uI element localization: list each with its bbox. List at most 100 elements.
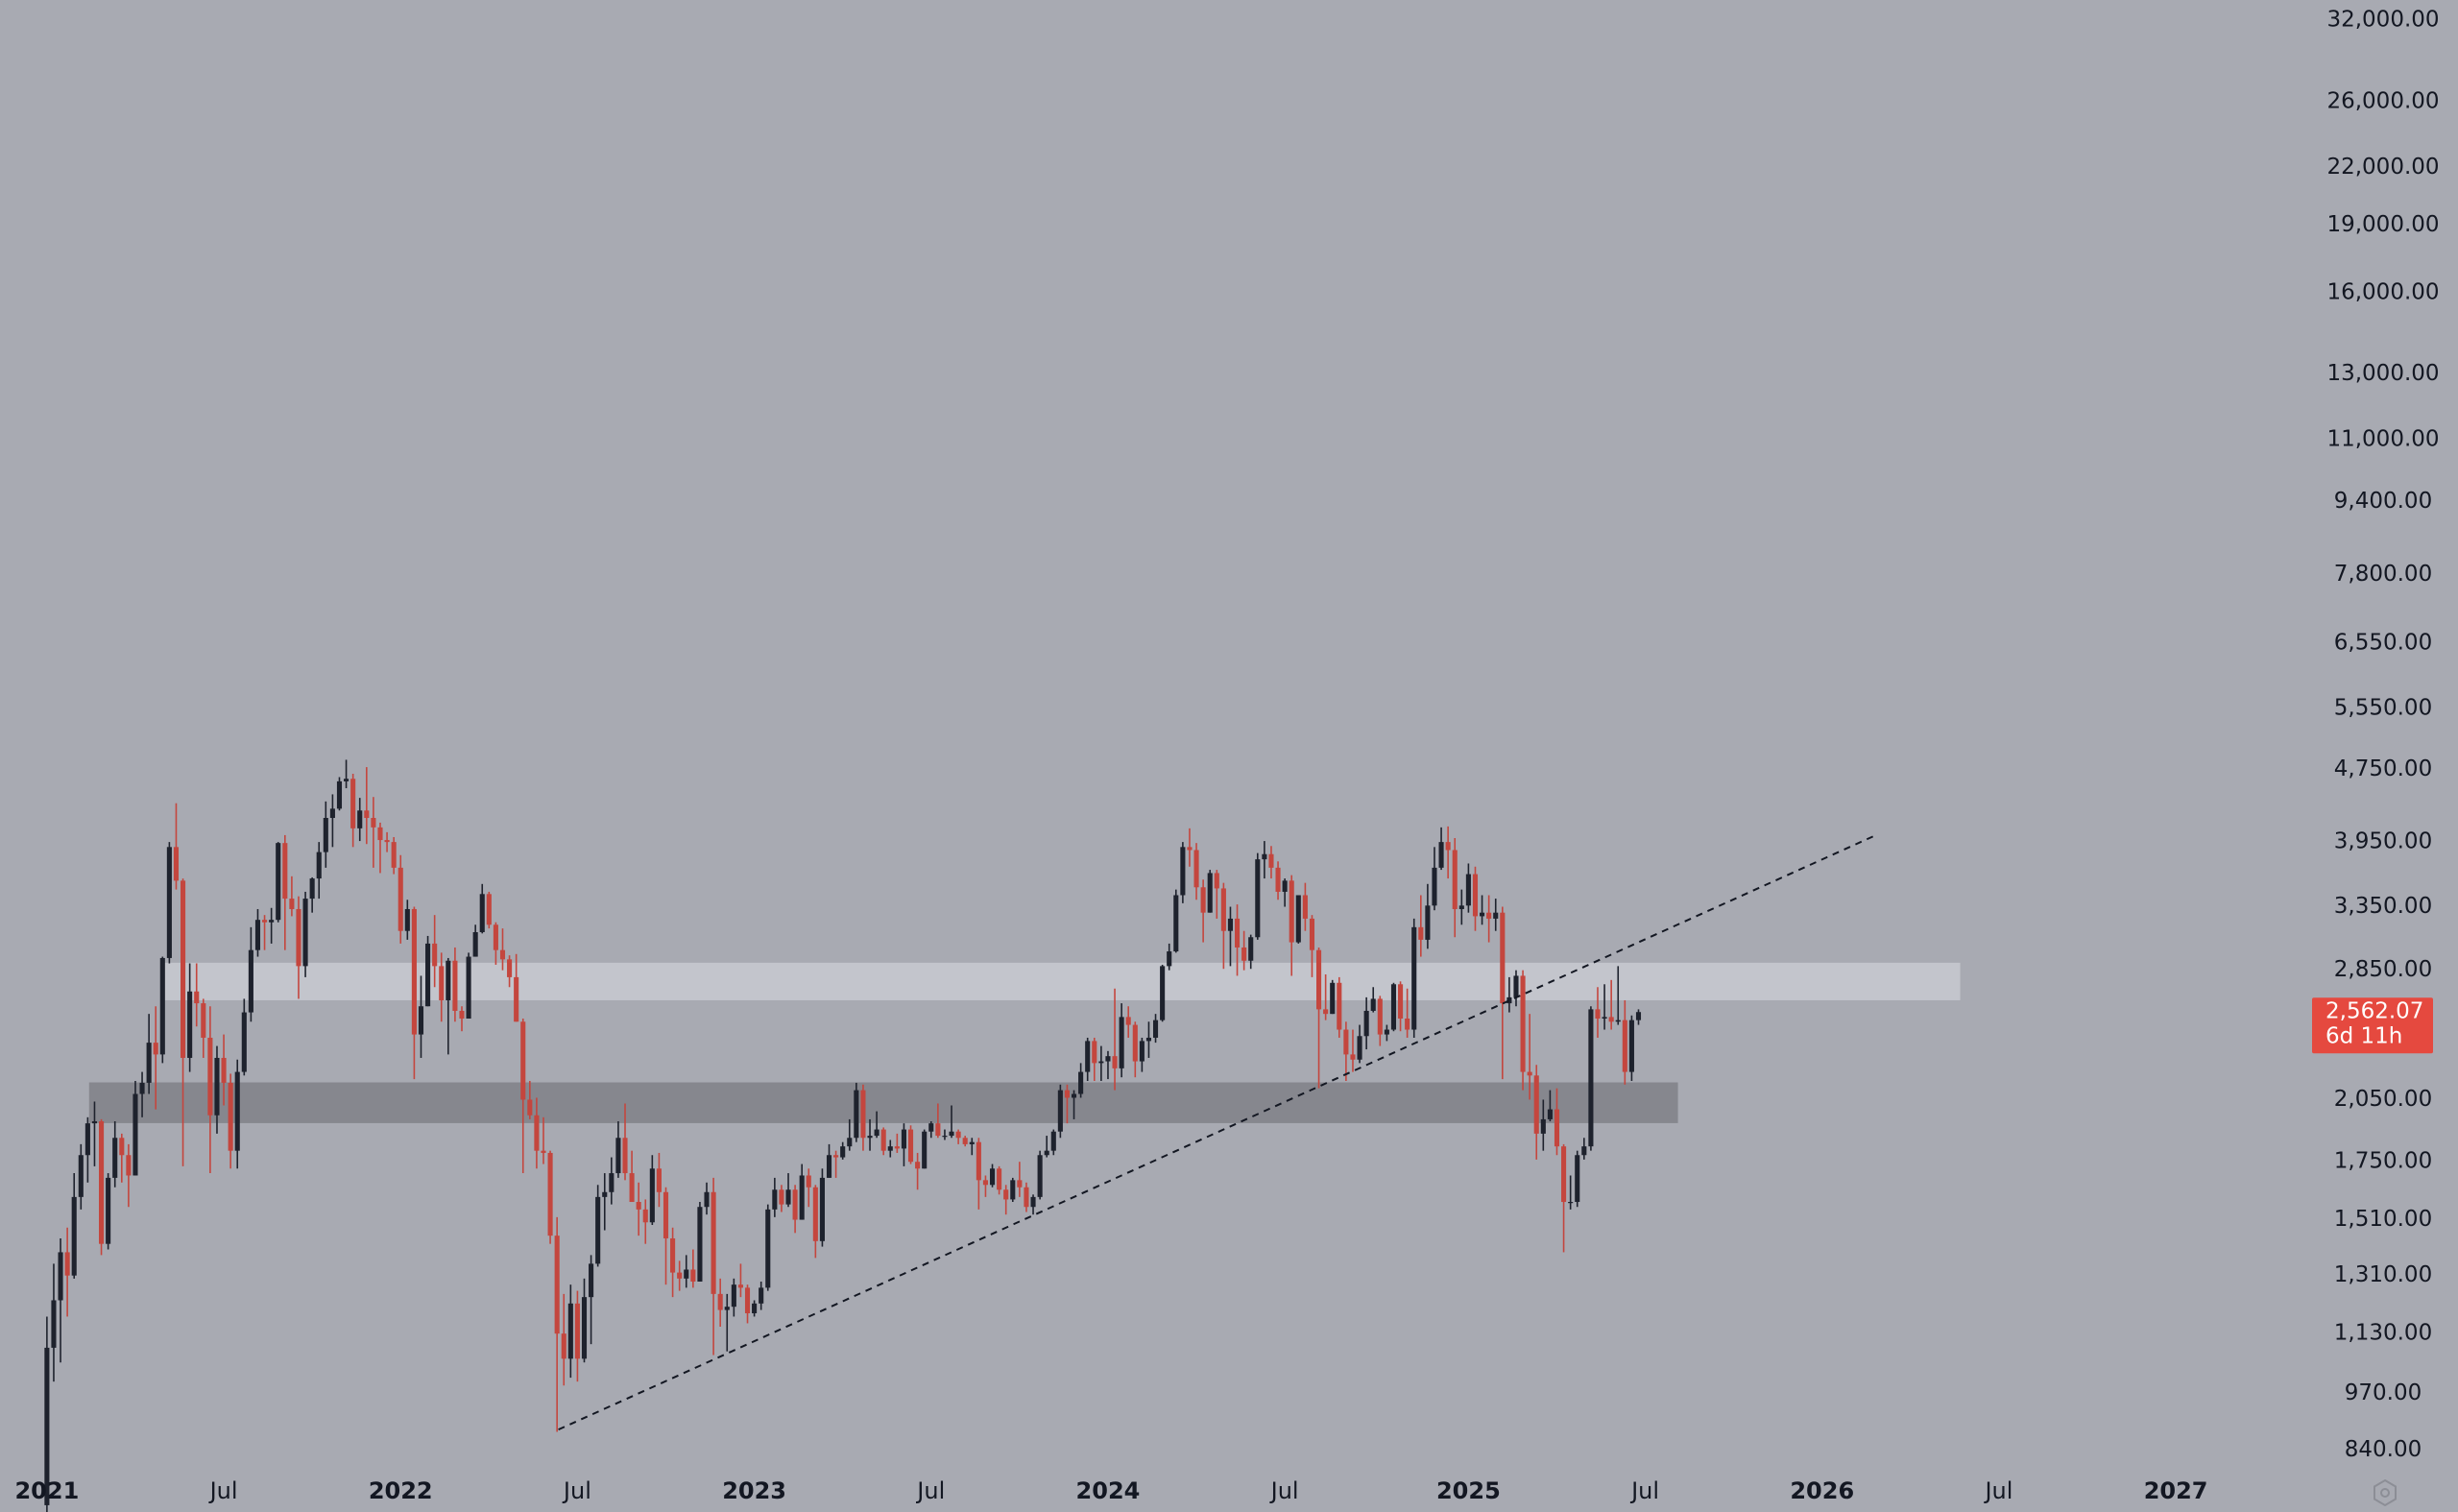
candle-body <box>452 960 458 1011</box>
settings-icon[interactable] <box>2374 1478 2397 1507</box>
candle-body <box>1337 982 1342 1030</box>
candle-body <box>282 843 288 900</box>
candle-body <box>534 1115 540 1151</box>
candles <box>44 759 1642 1512</box>
candle-body <box>589 1263 594 1298</box>
candle-body <box>567 1303 573 1359</box>
y-tick-label: 22,000.00 <box>2326 155 2439 180</box>
candle-body <box>711 1191 716 1294</box>
candle-body <box>1568 1202 1574 1204</box>
y-tick-label: 3,350.00 <box>2334 894 2432 919</box>
candle-body <box>479 894 485 933</box>
x-tick-label: 2022 <box>369 1477 433 1504</box>
candle-body <box>1527 1071 1532 1076</box>
candle-body <box>214 1057 220 1116</box>
candle-body <box>1316 949 1322 1010</box>
candle-body <box>194 991 200 1004</box>
candle-body <box>1173 895 1179 952</box>
candle-body <box>731 1284 736 1308</box>
x-tick-label: 2025 <box>1436 1477 1501 1504</box>
candle-body <box>527 1099 533 1116</box>
y-tick-label: 1,510.00 <box>2334 1207 2432 1232</box>
candle-body <box>1370 998 1376 1011</box>
candle-body <box>357 810 363 828</box>
candle-body <box>1282 880 1288 892</box>
candle-body <box>880 1129 886 1151</box>
candle-body <box>737 1284 743 1288</box>
x-tick-label: Jul <box>915 1477 945 1504</box>
candle-body <box>955 1131 961 1139</box>
candle-body <box>1363 1010 1369 1037</box>
candle-body <box>51 1300 57 1348</box>
candle-body <box>928 1123 934 1132</box>
candle-body <box>391 842 397 868</box>
candle-body <box>323 818 328 852</box>
candle-body <box>806 1175 811 1188</box>
candle-body <box>677 1272 683 1279</box>
zones <box>88 962 1961 1123</box>
candle-body <box>1390 984 1397 1030</box>
candle-body <box>812 1187 818 1241</box>
x-tick-label: 2024 <box>1076 1477 1141 1504</box>
candle-body <box>1575 1155 1580 1203</box>
candle-body <box>1268 853 1274 868</box>
candle-body <box>684 1269 689 1279</box>
candle-body <box>874 1129 880 1137</box>
candle-body <box>1050 1131 1056 1151</box>
candle-body <box>833 1155 839 1158</box>
candle-body <box>1581 1146 1587 1156</box>
candle-body <box>173 847 180 881</box>
candle-body <box>262 920 268 923</box>
candle-body <box>126 1155 132 1176</box>
candle-body <box>1330 982 1336 1015</box>
candle-body <box>1411 926 1417 1030</box>
last-price-label: 2,562.07 <box>2325 999 2423 1024</box>
candle-body <box>1289 880 1294 943</box>
candle-body <box>432 943 438 967</box>
candle-body <box>1608 1017 1614 1022</box>
countdown-label: 6d 11h <box>2325 1024 2402 1049</box>
candle-body <box>1160 966 1166 1020</box>
candle-body <box>520 1021 526 1100</box>
candle-body <box>1405 1019 1410 1030</box>
candle-body <box>133 1093 138 1176</box>
candle-body <box>44 1347 50 1505</box>
candle-body <box>765 1209 771 1288</box>
candle-body <box>1030 1196 1036 1208</box>
candle-body <box>1119 1017 1124 1068</box>
candle-body <box>302 899 308 967</box>
y-tick-label: 2,050.00 <box>2334 1087 2432 1112</box>
candle-body <box>554 1236 560 1334</box>
y-tick-label: 26,000.00 <box>2326 89 2439 114</box>
candle-body <box>779 1189 784 1205</box>
candle-body <box>1295 895 1301 943</box>
candle-body <box>499 949 506 960</box>
candle-body <box>329 808 335 819</box>
candle-body <box>64 1252 70 1276</box>
candle-body <box>1458 905 1464 909</box>
candle-body <box>1547 1109 1553 1119</box>
candle-body <box>901 1129 906 1149</box>
candle-body <box>547 1152 553 1236</box>
candle-body <box>1017 1180 1023 1188</box>
candle-body <box>629 1173 635 1203</box>
x-tick-label: Jul <box>1629 1477 1659 1504</box>
candle-body <box>1167 951 1172 967</box>
y-tick-label: 4,750.00 <box>2334 756 2432 781</box>
candle-body <box>609 1173 614 1192</box>
candle-body <box>1248 937 1254 961</box>
y-tick-label: 11,000.00 <box>2326 427 2439 452</box>
candle-body <box>1302 895 1308 919</box>
candle-body <box>772 1189 778 1210</box>
candle-body <box>84 1123 90 1156</box>
candle-body <box>1275 867 1281 892</box>
candle-body <box>425 943 431 1007</box>
candle-body <box>1024 1187 1029 1208</box>
candle-body <box>860 1090 866 1139</box>
candle-body <box>418 1006 424 1035</box>
candle-body <box>663 1191 669 1238</box>
candle-body <box>181 880 186 1058</box>
